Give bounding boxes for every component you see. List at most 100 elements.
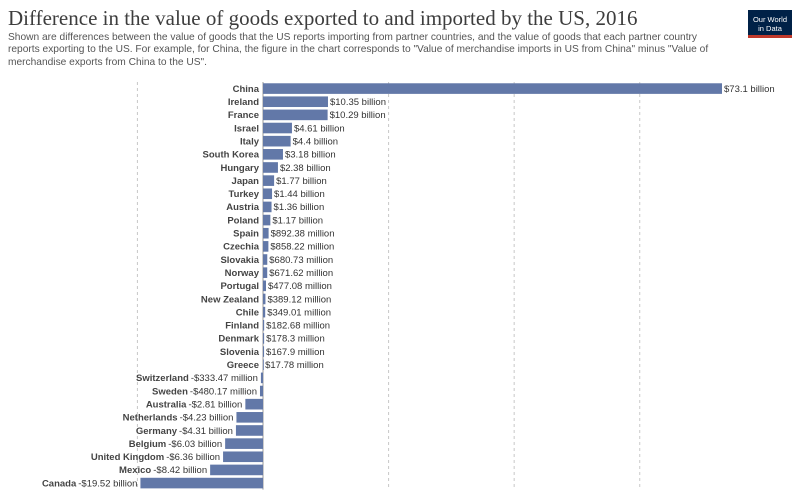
category-label: China bbox=[233, 84, 260, 95]
value-label: $17.78 million bbox=[265, 360, 324, 371]
category-label: Mexico bbox=[119, 465, 151, 476]
bar-slovakia[interactable] bbox=[263, 254, 268, 265]
category-label: France bbox=[228, 110, 259, 121]
value-label: $167.9 million bbox=[266, 347, 325, 358]
category-label: Slovakia bbox=[220, 255, 259, 266]
category-label: Chile bbox=[236, 307, 259, 318]
category-label: United Kingdom bbox=[91, 452, 164, 463]
category-label: Germany bbox=[136, 426, 178, 437]
value-label: $1.44 billion bbox=[274, 189, 325, 200]
bar-italy[interactable] bbox=[263, 135, 291, 147]
bar-japan[interactable] bbox=[263, 175, 275, 186]
bar-switzerland[interactable] bbox=[260, 372, 263, 384]
bar-united-kingdom[interactable] bbox=[223, 451, 263, 463]
category-label: Japan bbox=[232, 176, 260, 187]
category-label: Canada bbox=[42, 478, 77, 489]
category-label: Austria bbox=[226, 202, 259, 213]
value-label: $1.17 billion bbox=[272, 215, 323, 226]
value-label: $389.12 million bbox=[267, 294, 331, 305]
bar-germany[interactable] bbox=[235, 425, 263, 436]
category-label: Switzerland bbox=[136, 373, 189, 384]
value-label: -$2.81 billion bbox=[188, 399, 242, 410]
value-label: $858.22 million bbox=[270, 242, 334, 253]
value-label: $1.77 billion bbox=[276, 176, 327, 187]
bar-portugal[interactable] bbox=[263, 280, 266, 292]
bar-norway[interactable] bbox=[263, 267, 268, 278]
bar-south-korea[interactable] bbox=[263, 149, 283, 160]
category-label: Sweden bbox=[152, 386, 188, 397]
bar-ireland[interactable] bbox=[263, 96, 328, 108]
category-label: Czechia bbox=[223, 242, 260, 253]
category-label: Hungary bbox=[220, 163, 259, 174]
value-label: -$333.47 million bbox=[191, 373, 258, 384]
category-label: Italy bbox=[240, 136, 260, 147]
category-label: South Korea bbox=[203, 150, 260, 161]
bar-australia[interactable] bbox=[245, 398, 263, 410]
bar-canada[interactable] bbox=[140, 477, 263, 489]
bar-spain[interactable] bbox=[263, 227, 269, 239]
bar-sweden[interactable] bbox=[259, 385, 263, 397]
bar-turkey[interactable] bbox=[263, 188, 273, 200]
value-label: -$6.03 billion bbox=[168, 439, 222, 450]
bar-poland[interactable] bbox=[263, 214, 271, 226]
bar-austria[interactable] bbox=[263, 201, 272, 213]
value-label: -$8.42 billion bbox=[153, 465, 207, 476]
value-label: $892.38 million bbox=[271, 229, 335, 240]
bar-slovenia[interactable] bbox=[263, 346, 265, 357]
category-label: Spain bbox=[233, 229, 259, 240]
bar-china[interactable] bbox=[263, 83, 722, 94]
bar-czechia[interactable] bbox=[263, 241, 269, 252]
value-label: $671.62 million bbox=[269, 268, 333, 279]
value-label: -$6.36 billion bbox=[166, 452, 220, 463]
bar-chile[interactable] bbox=[263, 306, 266, 318]
category-label: New Zealand bbox=[201, 294, 259, 305]
value-label: $477.08 million bbox=[268, 281, 332, 292]
chart-subtitle: Shown are differences between the value … bbox=[8, 32, 709, 68]
category-label: Israel bbox=[234, 123, 259, 134]
bar-denmark[interactable] bbox=[263, 333, 265, 344]
bar-mexico[interactable] bbox=[210, 464, 263, 476]
category-label: Denmark bbox=[218, 334, 259, 345]
category-label: Turkey bbox=[229, 189, 260, 200]
category-label: Finland bbox=[225, 321, 259, 332]
value-label: $10.35 billion bbox=[330, 97, 386, 108]
category-label: Australia bbox=[146, 399, 187, 410]
bar-greece[interactable] bbox=[263, 359, 264, 371]
logo-accent-bar bbox=[748, 35, 792, 38]
category-label: Greece bbox=[227, 360, 259, 371]
category-label: Ireland bbox=[228, 97, 259, 108]
logo-text-line1: Our World bbox=[752, 15, 788, 24]
logo-text-line2: in Data bbox=[758, 24, 782, 33]
bar-finland[interactable] bbox=[263, 319, 265, 331]
bar-israel[interactable] bbox=[263, 122, 292, 134]
value-label: $178.3 million bbox=[266, 334, 325, 345]
bar-netherlands[interactable] bbox=[236, 412, 263, 423]
category-label: Portugal bbox=[220, 281, 259, 292]
value-label: -$4.31 billion bbox=[179, 426, 233, 437]
value-label: -$4.23 billion bbox=[180, 413, 234, 424]
category-label: Slovenia bbox=[220, 347, 260, 358]
value-label: $680.73 million bbox=[269, 255, 333, 266]
category-label: Netherlands bbox=[123, 413, 178, 424]
category-label: Poland bbox=[227, 215, 259, 226]
bar-belgium[interactable] bbox=[225, 438, 263, 449]
chart-title: Difference in the value of goods exporte… bbox=[8, 6, 638, 30]
category-label: Norway bbox=[225, 268, 260, 279]
value-label: $2.38 billion bbox=[280, 163, 331, 174]
bar-france[interactable] bbox=[263, 109, 328, 121]
value-label: $349.01 million bbox=[267, 307, 331, 318]
value-label: $182.68 million bbox=[266, 321, 330, 332]
value-label: $4.4 billion bbox=[293, 136, 338, 147]
value-label: -$480.17 million bbox=[190, 386, 257, 397]
bars: China $73.1 billion Ireland $10.35 billion F… bbox=[42, 83, 775, 489]
value-label: $4.61 billion bbox=[294, 123, 345, 134]
value-label: $3.18 billion bbox=[285, 150, 336, 161]
owid-logo[interactable]: Our World in Data bbox=[748, 10, 792, 38]
value-label: $10.29 billion bbox=[330, 110, 386, 121]
bar-hungary[interactable] bbox=[263, 162, 278, 173]
bar-new-zealand[interactable] bbox=[263, 293, 266, 305]
value-label: $73.1 billion bbox=[724, 84, 775, 95]
value-label: -$19.52 billion bbox=[78, 478, 137, 489]
value-label: $1.36 billion bbox=[274, 202, 325, 213]
